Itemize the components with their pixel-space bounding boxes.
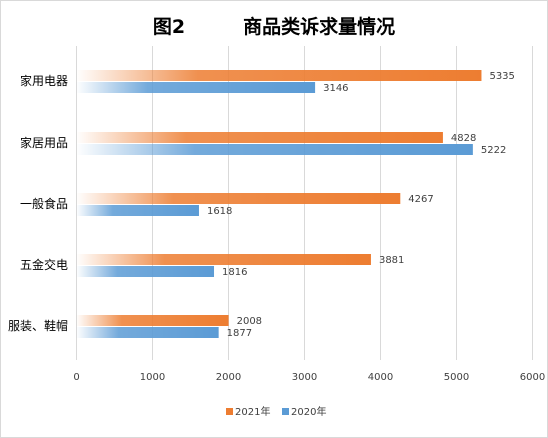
bar-1-2 <box>76 205 199 216</box>
x-tick-label-5000: 5000 <box>444 372 469 383</box>
data-label-0-3: 3881 <box>379 255 404 266</box>
bar-0-2 <box>76 193 401 204</box>
bar-1-4 <box>76 327 219 338</box>
x-tick-label-2000: 2000 <box>216 372 241 383</box>
data-label-1-3: 1816 <box>222 267 247 278</box>
x-tick-label-3000: 3000 <box>292 372 317 383</box>
x-tick-label-0: 0 <box>73 372 79 383</box>
category-label-4: 服装、鞋帽 <box>8 318 68 333</box>
bar-1-1 <box>76 144 473 155</box>
bar-0-3 <box>76 254 371 265</box>
legend-label-1: 2020年 <box>291 405 326 418</box>
x-tick-label-6000: 6000 <box>520 372 545 383</box>
legend-swatch-0 <box>226 408 233 415</box>
bar-0-0 <box>76 70 482 81</box>
category-label-3: 五金交电 <box>20 257 68 272</box>
chart-title-number: 图2 <box>152 15 186 38</box>
data-label-0-0: 5335 <box>489 71 514 82</box>
x-tick-label-4000: 4000 <box>368 372 393 383</box>
data-label-1-0: 3146 <box>323 83 348 94</box>
category-label-2: 一般食品 <box>20 196 68 211</box>
bar-1-3 <box>76 266 215 277</box>
data-label-1-4: 1877 <box>227 328 252 339</box>
category-label-1: 家居用品 <box>20 135 68 150</box>
bar-0-1 <box>76 132 443 143</box>
bar-0-4 <box>76 315 229 326</box>
data-label-1-2: 1618 <box>207 206 232 217</box>
chart-title: 图2 商品类诉求量情况 <box>0 10 548 40</box>
data-label-0-1: 4828 <box>451 133 476 144</box>
legend-swatch-1 <box>282 408 289 415</box>
data-label-1-1: 5222 <box>481 145 506 156</box>
category-label-0: 家用电器 <box>20 73 68 88</box>
chart-title-text: 商品类诉求量情况 <box>243 15 396 38</box>
x-tick-label-1000: 1000 <box>140 372 165 383</box>
bar-1-0 <box>76 82 316 93</box>
legend-label-0: 2021年 <box>235 405 270 418</box>
data-label-0-4: 2008 <box>237 316 262 327</box>
data-label-0-2: 4267 <box>408 194 433 205</box>
